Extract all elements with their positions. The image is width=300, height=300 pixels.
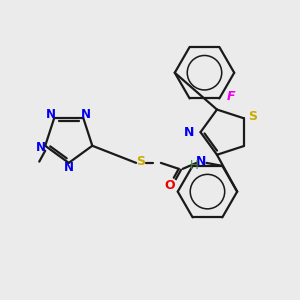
Text: N: N	[35, 141, 46, 154]
Text: N: N	[46, 108, 56, 121]
Text: N: N	[184, 126, 195, 139]
Text: O: O	[164, 179, 175, 192]
Text: S: S	[248, 110, 257, 123]
Text: N: N	[64, 161, 74, 174]
Text: F: F	[226, 90, 235, 103]
Text: H: H	[190, 159, 199, 172]
Text: N: N	[81, 108, 91, 121]
Text: S: S	[136, 155, 146, 168]
Text: N: N	[196, 155, 207, 168]
